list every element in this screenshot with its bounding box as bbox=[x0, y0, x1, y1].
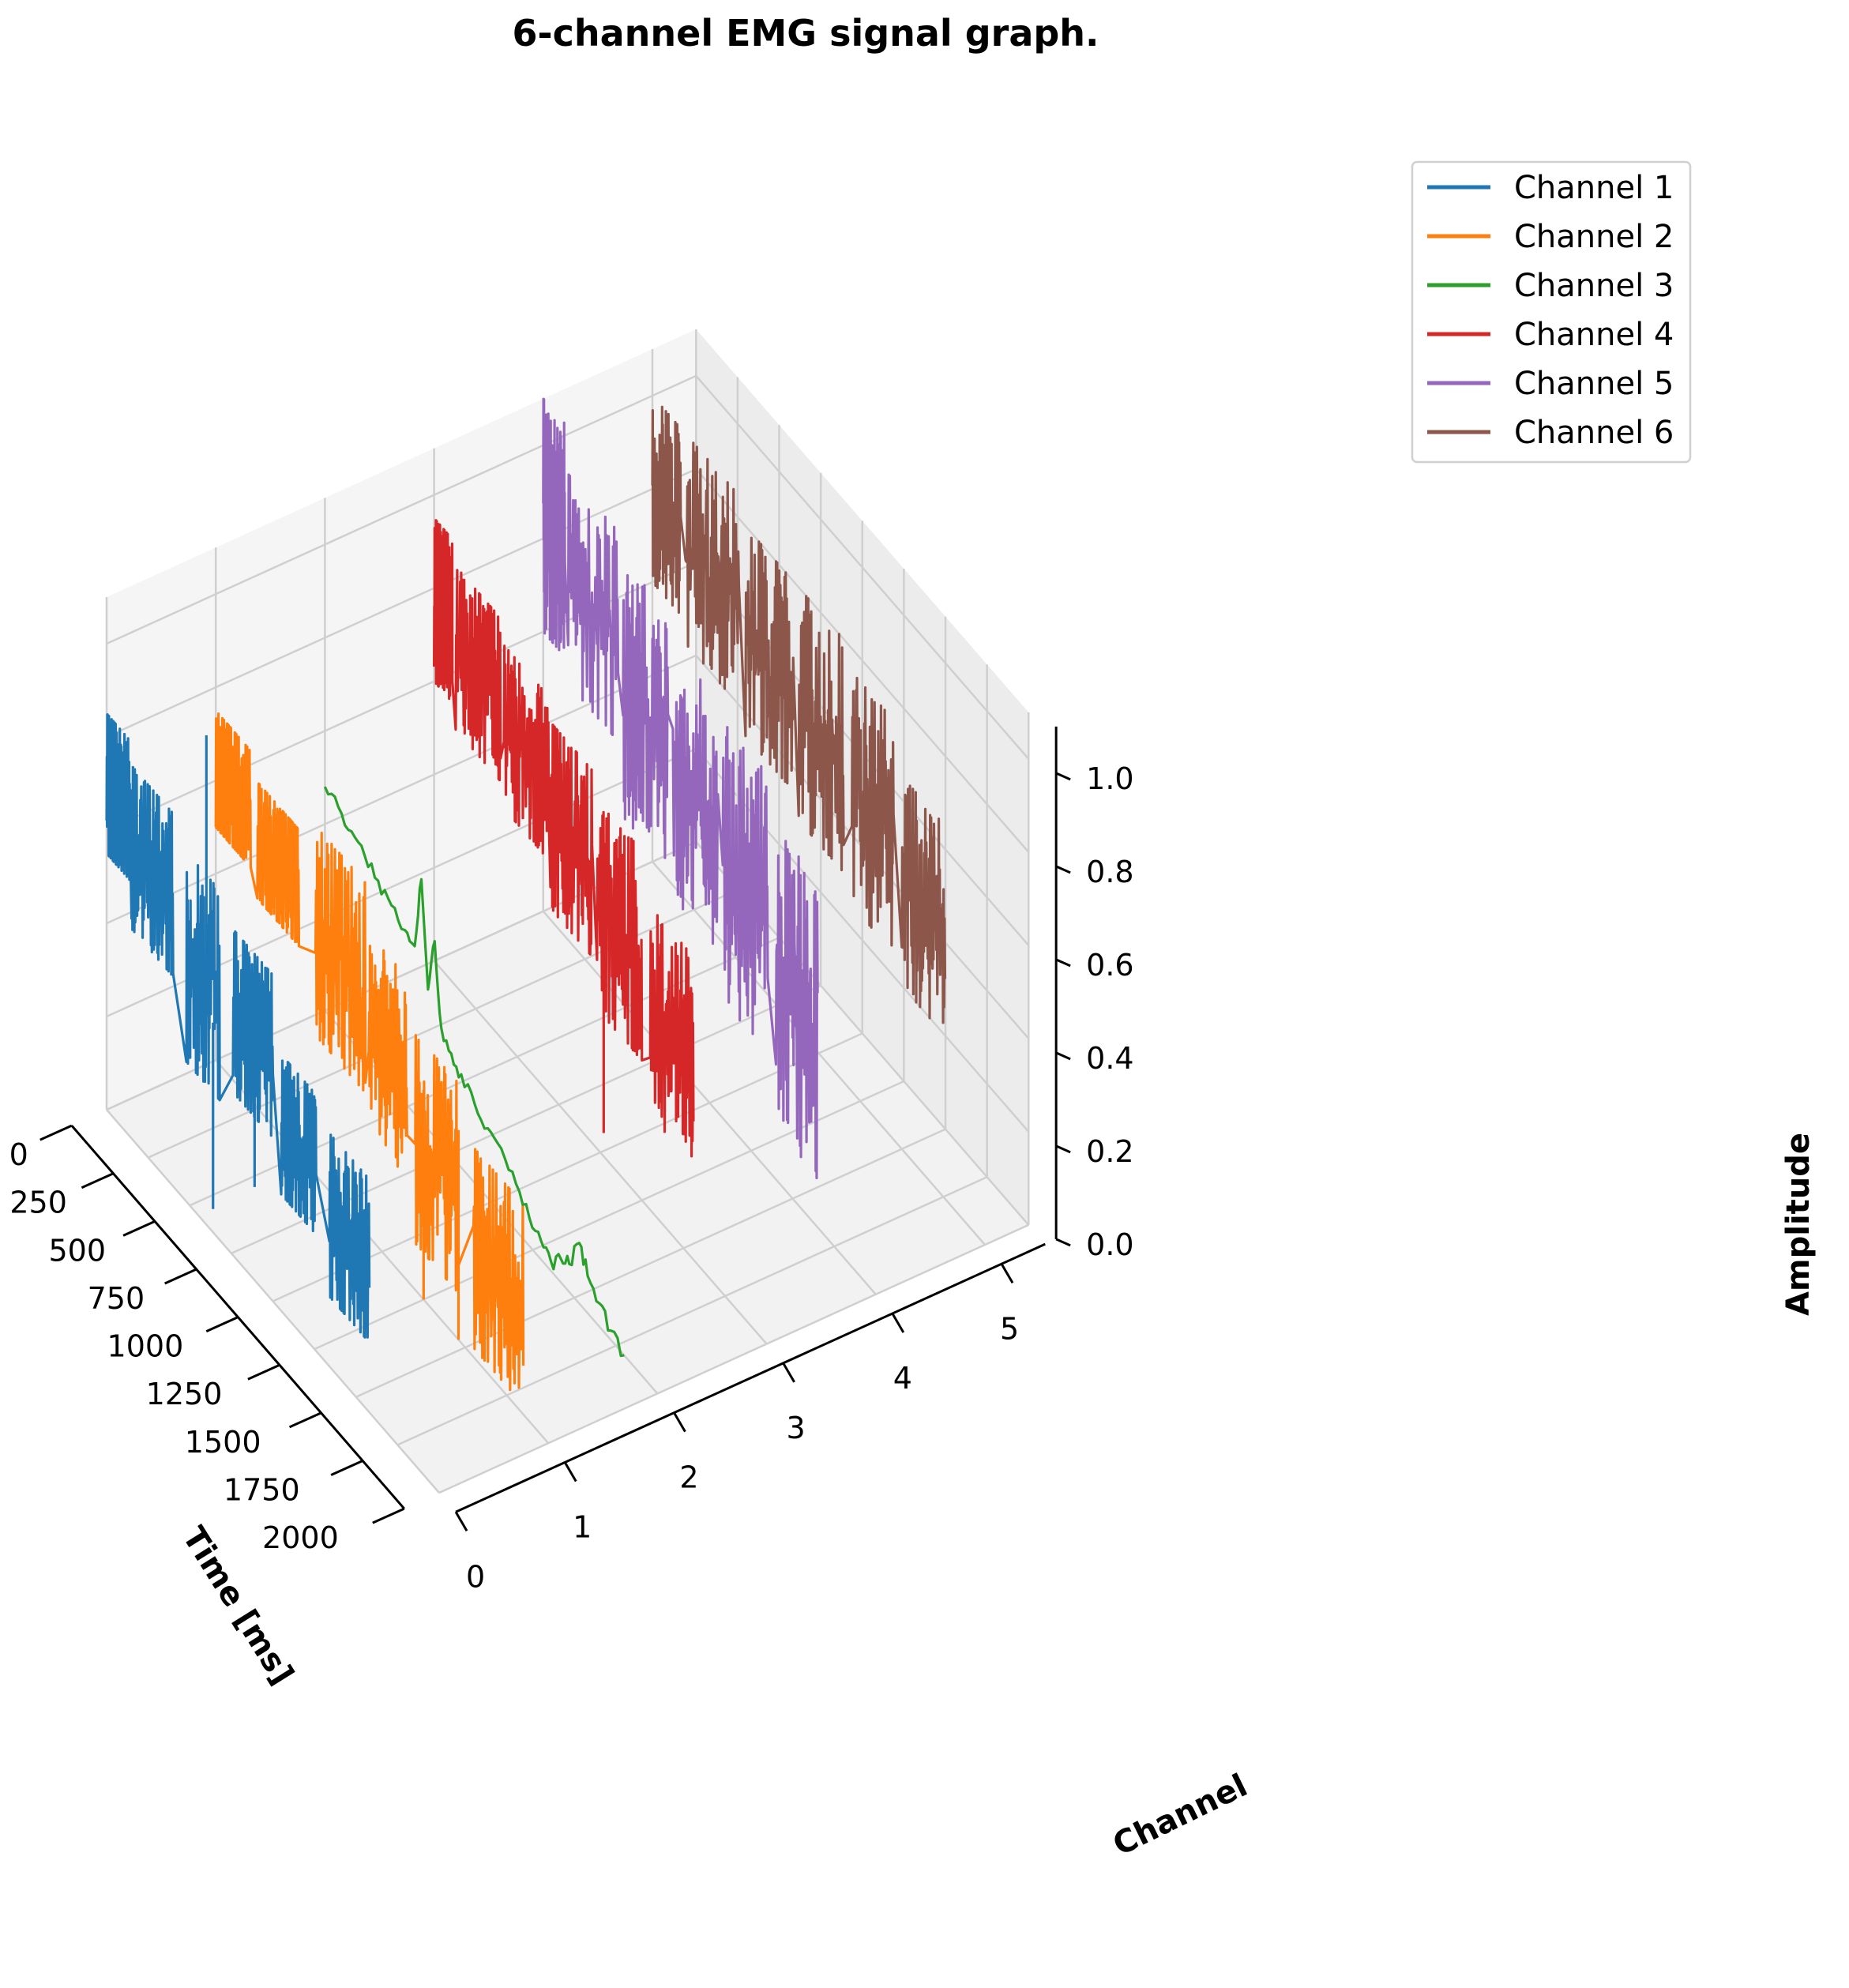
time-tick bbox=[247, 1363, 280, 1381]
amplitude-tick-label: 1.0 bbox=[1086, 761, 1133, 796]
grid-line-channel-floor bbox=[433, 960, 768, 1345]
amplitude-tick bbox=[1055, 865, 1071, 874]
axis-lines bbox=[39, 726, 1071, 1532]
legend-label: Channel 2 bbox=[1514, 219, 1674, 255]
legend-label: Channel 1 bbox=[1514, 170, 1674, 206]
legend-label: Channel 4 bbox=[1514, 317, 1674, 353]
series-line-channel-3 bbox=[323, 786, 625, 1358]
series-lines bbox=[105, 397, 947, 1392]
grid-line-channel-floor bbox=[652, 861, 986, 1246]
time-tick bbox=[288, 1411, 322, 1429]
time-tick bbox=[164, 1268, 197, 1285]
legend-label: Channel 6 bbox=[1514, 415, 1674, 451]
channel-tick bbox=[1000, 1263, 1014, 1284]
time-tick-label: 1000 bbox=[107, 1329, 184, 1364]
time-tick-label: 1250 bbox=[146, 1377, 223, 1411]
channel-tick bbox=[563, 1461, 577, 1483]
y-axis-label: Channel bbox=[1107, 1768, 1253, 1863]
grid-line-time-floor bbox=[438, 1223, 1029, 1494]
channel-tick-label: 1 bbox=[573, 1509, 592, 1544]
amplitude-tick bbox=[1055, 772, 1071, 781]
amplitude-tick bbox=[1055, 958, 1071, 968]
tick-labels: 0 250 500 750 1000 1250 1500 1750 2000 0 1 2 3 4 5 0.0 0… bbox=[9, 761, 1134, 1594]
chart-title: 6-channel EMG signal graph. bbox=[512, 12, 1099, 54]
channel-tick-label: 0 bbox=[466, 1559, 485, 1594]
amplitude-tick-label: 0.8 bbox=[1086, 855, 1133, 889]
series-line-channel-4 bbox=[432, 519, 695, 1158]
series-line-channel-6 bbox=[651, 405, 947, 1024]
time-tick-label: 2000 bbox=[262, 1520, 339, 1555]
amplitude-tick-label: 0.6 bbox=[1086, 948, 1133, 983]
time-tick bbox=[122, 1219, 156, 1237]
amplitude-tick bbox=[1055, 1144, 1071, 1154]
legend-label: Channel 5 bbox=[1514, 366, 1674, 402]
time-tick-label: 250 bbox=[9, 1186, 67, 1220]
channel-tick-label: 4 bbox=[893, 1361, 912, 1396]
time-tick bbox=[205, 1316, 239, 1332]
grid-line-channel-floor bbox=[542, 910, 877, 1295]
time-tick bbox=[81, 1172, 115, 1189]
channel-tick-label: 3 bbox=[787, 1411, 806, 1445]
time-tick-label: 1750 bbox=[224, 1472, 300, 1507]
series-line-channel-1 bbox=[105, 713, 371, 1339]
grid-line-time-floor bbox=[272, 1032, 863, 1302]
grid-line-time-floor bbox=[396, 1176, 988, 1446]
z-axis-label: Amplitude bbox=[1780, 1133, 1817, 1316]
amplitude-tick bbox=[1055, 1051, 1071, 1061]
time-tick-label: 1500 bbox=[185, 1425, 261, 1460]
grid-line-channel-floor bbox=[106, 1109, 440, 1494]
time-tick bbox=[372, 1507, 405, 1524]
channel-tick-label: 5 bbox=[1000, 1311, 1019, 1346]
amplitude-tick bbox=[1055, 1238, 1071, 1247]
channel-axis-line bbox=[455, 1242, 1046, 1513]
grid-line-amplitude-left bbox=[106, 374, 697, 645]
amplitude-tick-label: 0.0 bbox=[1086, 1227, 1133, 1262]
amplitude-tick-label: 0.4 bbox=[1086, 1041, 1133, 1076]
grid-line-amplitude-back bbox=[695, 468, 1030, 853]
time-tick-label: 750 bbox=[88, 1281, 145, 1316]
channel-tick-label: 2 bbox=[679, 1460, 698, 1495]
channel-tick bbox=[673, 1411, 686, 1433]
grid-line-time-floor bbox=[355, 1128, 946, 1398]
legend-label: Channel 3 bbox=[1514, 268, 1674, 304]
channel-tick bbox=[454, 1511, 468, 1532]
time-tick bbox=[330, 1460, 363, 1476]
grid-line-amplitude-left bbox=[106, 468, 697, 738]
grid-line-time-floor bbox=[148, 889, 738, 1159]
grid-line-amplitude-back bbox=[695, 375, 1030, 760]
channel-tick bbox=[782, 1362, 795, 1383]
time-tick-label: 500 bbox=[48, 1233, 106, 1268]
time-tick bbox=[39, 1124, 73, 1141]
amplitude-tick-label: 0.2 bbox=[1086, 1134, 1133, 1169]
channel-tick bbox=[891, 1313, 905, 1333]
time-tick-label: 0 bbox=[9, 1137, 28, 1172]
series-line-channel-5 bbox=[542, 397, 819, 1180]
legend: Channel 1 Channel 2 Channel 3 Channel 4 Chan… bbox=[1411, 160, 1692, 464]
